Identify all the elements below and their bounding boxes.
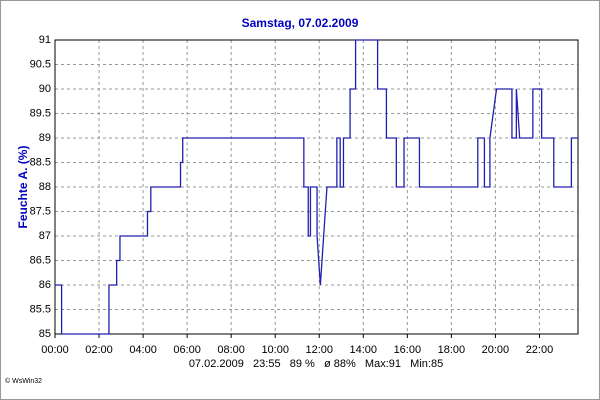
- y-axis-label: Feuchte A. (%): [16, 146, 30, 229]
- x-tick-label: 16:00: [394, 344, 422, 356]
- y-tick-label: 88: [39, 181, 51, 193]
- y-tick-label: 85: [39, 328, 51, 340]
- chart-title: Samstag, 07.02.2009: [242, 16, 359, 30]
- y-tick-label: 90.5: [30, 58, 51, 70]
- y-tick-label: 90: [39, 83, 51, 95]
- x-tick-label: 12:00: [305, 344, 333, 356]
- footer: 07.02.2009 23:55 89 % ø 88% Max:91 Min:8…: [189, 358, 443, 370]
- x-tick-label: 04:00: [129, 344, 157, 356]
- x-tick-label: 14:00: [350, 344, 378, 356]
- y-tick-label: 86.5: [30, 254, 51, 266]
- x-tick-label: 18:00: [438, 344, 466, 356]
- x-tick-label: 06:00: [173, 344, 201, 356]
- x-tick-label: 10:00: [261, 344, 289, 356]
- x-tick-label: 08:00: [217, 344, 245, 356]
- y-tick-label: 88.5: [30, 156, 51, 168]
- y-tick-label: 89: [39, 132, 51, 144]
- y-tick-label: 87: [39, 230, 51, 242]
- x-tick-label: 00:00: [41, 344, 69, 356]
- x-tick-label: 02:00: [85, 344, 113, 356]
- credit: © WsWin32: [5, 377, 42, 385]
- data-line: [55, 39, 578, 335]
- y-tick-label: 91: [39, 34, 51, 46]
- y-tick-label: 87.5: [30, 205, 51, 217]
- x-tick-label: 22:00: [526, 344, 554, 356]
- x-tick-label: 20:00: [482, 344, 510, 356]
- y-tick-label: 86: [39, 279, 51, 291]
- y-tick-label: 85.5: [30, 303, 51, 315]
- plot-border: [54, 39, 579, 335]
- y-tick-label: 89.5: [30, 107, 51, 119]
